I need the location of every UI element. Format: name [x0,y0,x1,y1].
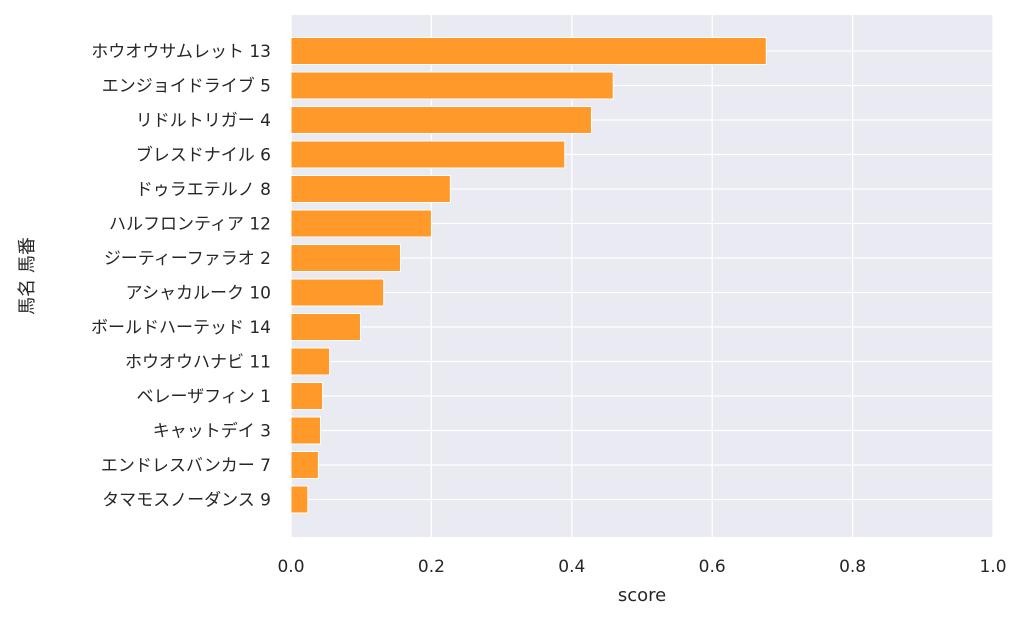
x-tick-label: 0.6 [699,557,726,577]
bar [290,140,566,169]
y-tick-label: ベレーザフィン 1 [136,387,271,407]
bars [290,37,767,514]
y-tick-label: エンジョイドライブ 5 [102,76,271,97]
bar [290,485,309,514]
bar [290,382,324,410]
bar [290,209,432,238]
y-tick-label: ハルフロンティア 12 [109,215,271,235]
y-tick-label: ジーティーファラオ 2 [104,249,271,269]
bar [290,451,319,479]
plot-area [291,15,993,537]
y-tick-label: ホウオウハナビ 11 [125,353,271,373]
y-tick-label: ドゥラエテルノ 8 [136,180,271,200]
bar [290,71,614,100]
x-tick-label: 1.0 [979,557,1006,577]
x-tick-label: 0.2 [418,557,445,577]
bar [290,37,767,65]
y-axis-title: 馬名 馬番 [17,237,38,315]
y-tick-label: ボールドハーテッド 14 [91,318,271,338]
bar [290,244,402,272]
bar [290,278,385,307]
y-tick-labels: ホウオウサムレット 13 エンジョイドライブ 5 リドルトリガー 4 ブレスドナイル … [91,42,271,511]
y-tick-label: リドルトリガー 4 [136,111,271,131]
x-axis-title: score [618,585,666,606]
bar [290,416,321,445]
y-tick-label: ブレスドナイル 6 [136,145,271,166]
y-tick-label: アシャカルーク 10 [126,284,271,304]
x-tick-label: 0.0 [277,557,304,577]
x-tick-label: 0.8 [839,557,866,577]
x-tick-label: 0.4 [558,557,585,577]
y-tick-label: エンドレスバンカー 7 [101,456,271,476]
y-tick-label: キャットデイ 3 [153,421,271,442]
bar [290,313,361,341]
x-tick-labels: 0.0 0.2 0.4 0.6 0.8 1.0 [277,557,1006,577]
bar [290,175,451,203]
bar [290,106,592,134]
bar [290,347,331,376]
y-tick-label: タマモスノーダンス 9 [102,491,271,511]
y-tick-label: ホウオウサムレット 13 [91,42,271,62]
